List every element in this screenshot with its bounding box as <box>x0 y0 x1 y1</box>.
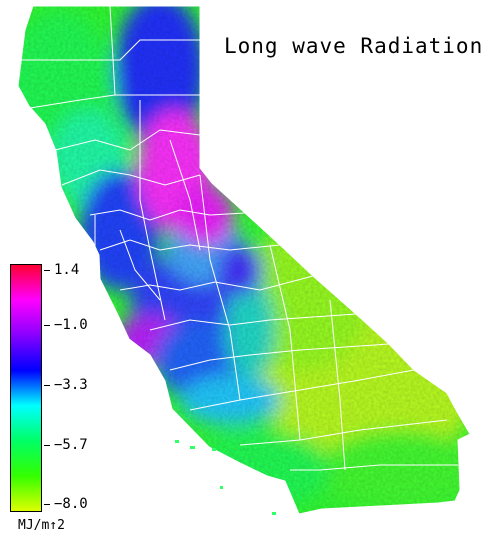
color-scale-bar <box>10 264 42 512</box>
legend-tick-min: −8.0 <box>44 496 88 512</box>
legend-units: MJ/m↑2 <box>18 518 65 533</box>
legend-tick-2: −1.0 <box>44 317 88 333</box>
legend-tick-3: −3.3 <box>44 377 88 393</box>
legend-tick-4: −5.7 <box>44 437 88 453</box>
map-title: Long wave Radiation <box>224 34 484 58</box>
channel-islands <box>175 440 276 515</box>
county-borders <box>20 6 458 471</box>
legend-tick-max: 1.4 <box>44 262 79 278</box>
